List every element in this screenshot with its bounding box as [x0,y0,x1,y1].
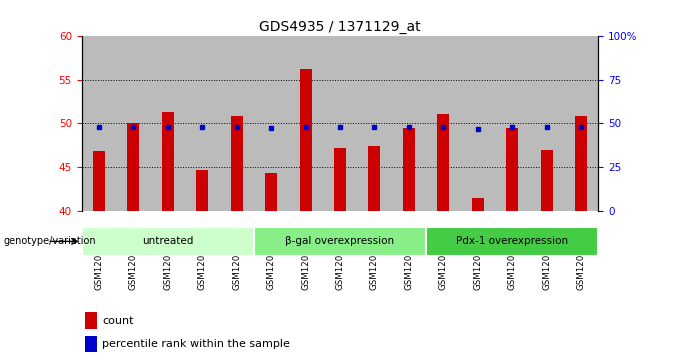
Bar [196,171,208,211]
Bar [116,36,150,211]
Text: GSM1207003: GSM1207003 [129,232,138,290]
Bar [437,114,449,211]
Bar [231,117,243,211]
Text: GSM1207011: GSM1207011 [542,232,551,290]
Bar [185,36,220,211]
Bar [575,117,588,211]
Text: GSM1207013: GSM1207013 [405,232,413,290]
Text: GSM1207001: GSM1207001 [267,232,275,290]
Text: untreated: untreated [142,236,193,246]
Text: GSM1207005: GSM1207005 [473,232,482,290]
Text: count: count [102,315,133,326]
Text: GSM1207009: GSM1207009 [198,232,207,290]
Bar [82,36,116,211]
Bar [299,69,311,211]
Bar [506,128,518,211]
Bar [265,173,277,211]
Bar [541,150,553,211]
Bar [220,36,254,211]
Bar [495,36,530,211]
Bar [92,151,105,211]
Bar [127,123,139,211]
Bar [288,36,323,211]
Bar [357,36,392,211]
Bar [323,36,357,211]
Text: GSM1207014: GSM1207014 [577,232,585,290]
Text: Pdx-1 overexpression: Pdx-1 overexpression [456,236,568,246]
Text: GSM1207006: GSM1207006 [163,232,172,290]
Text: genotype/variation: genotype/variation [3,236,96,246]
Bar [472,198,484,211]
Bar [530,36,564,211]
Bar [82,227,254,256]
Text: percentile rank within the sample: percentile rank within the sample [102,339,290,349]
Bar [460,36,495,211]
Bar [254,227,426,256]
Text: GSM1207007: GSM1207007 [335,232,345,290]
Title: GDS4935 / 1371129_at: GDS4935 / 1371129_at [259,20,421,34]
Bar [369,146,381,211]
Text: GSM1207004: GSM1207004 [301,232,310,290]
Bar [150,36,185,211]
Bar [403,128,415,211]
Bar [564,36,598,211]
Text: GSM1207012: GSM1207012 [232,232,241,290]
Text: GSM1207008: GSM1207008 [508,232,517,290]
Bar [254,36,288,211]
Text: β-gal overexpression: β-gal overexpression [286,236,394,246]
Bar [392,36,426,211]
Bar [426,36,460,211]
Bar [334,148,346,211]
Text: GSM1207010: GSM1207010 [370,232,379,290]
Bar [426,227,598,256]
Text: GSM1207002: GSM1207002 [439,232,448,290]
Bar [162,112,174,211]
Text: GSM1207000: GSM1207000 [95,232,103,290]
